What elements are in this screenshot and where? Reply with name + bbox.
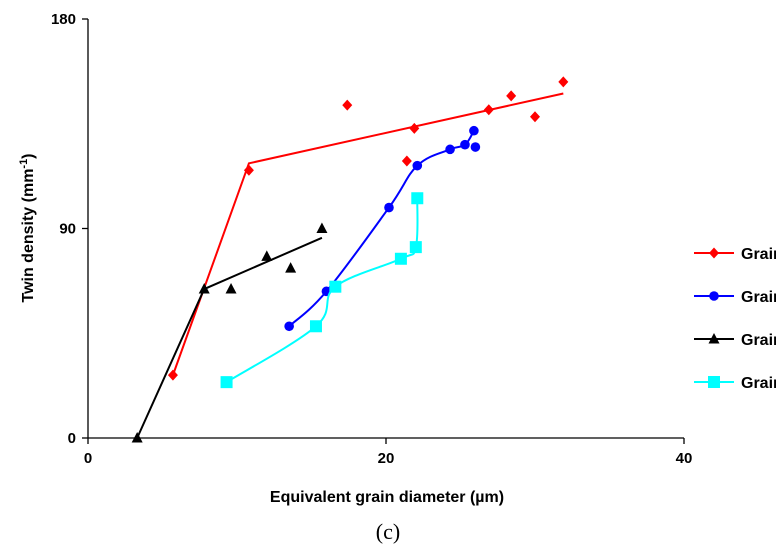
data-point xyxy=(409,241,422,254)
data-point xyxy=(261,250,273,261)
data-point xyxy=(220,376,233,389)
legend-marker xyxy=(708,333,720,344)
y-tick-label: 180 xyxy=(51,11,76,28)
legend-item-3: Grain 3 xyxy=(694,332,776,349)
data-point xyxy=(412,160,423,171)
data-point xyxy=(284,321,294,332)
series-2 xyxy=(284,125,481,332)
legend-item-4: Grain 4 xyxy=(694,375,776,392)
data-point xyxy=(285,262,297,273)
data-point xyxy=(469,125,479,136)
series-layer xyxy=(131,76,569,443)
data-point xyxy=(316,222,328,233)
data-point xyxy=(342,99,353,111)
x-axis-title: Equivalent grain diameter (µm) xyxy=(270,489,504,506)
data-point xyxy=(243,164,254,176)
legend-marker xyxy=(708,376,720,388)
y-axis-title-sup: -1 xyxy=(18,159,30,169)
data-point xyxy=(309,320,322,333)
data-point xyxy=(470,142,481,152)
data-point xyxy=(445,144,455,155)
data-point xyxy=(460,139,470,150)
legend-label: Grain 3 xyxy=(741,332,776,349)
legend-label: Grain 4 xyxy=(741,375,776,392)
data-point xyxy=(329,280,342,293)
data-point xyxy=(384,202,394,213)
x-tick-label: 20 xyxy=(378,450,395,467)
legend-label: Grain 1 xyxy=(741,246,776,263)
data-point xyxy=(411,192,424,205)
data-point xyxy=(558,76,569,88)
figure-caption: (c) xyxy=(376,519,400,544)
data-point xyxy=(198,283,210,294)
data-point xyxy=(131,432,143,443)
data-point xyxy=(225,283,237,294)
legend-marker xyxy=(709,291,719,301)
x-tick-label: 40 xyxy=(676,450,693,467)
series-line xyxy=(288,130,475,328)
series-line xyxy=(171,92,564,376)
legend-marker xyxy=(709,247,719,259)
y-tick-label: 90 xyxy=(59,221,76,238)
series-line xyxy=(136,236,323,439)
data-point xyxy=(409,122,420,134)
data-point xyxy=(483,104,494,116)
data-point xyxy=(394,252,407,265)
legend-label: Grain 2 xyxy=(741,289,776,306)
data-point xyxy=(530,111,540,123)
y-axis-title-close: ) xyxy=(20,153,37,158)
y-axis-title-main: Twin density (mm xyxy=(20,169,37,303)
series-1 xyxy=(167,76,569,381)
data-point xyxy=(506,90,517,102)
series-4 xyxy=(220,192,424,389)
data-point xyxy=(167,369,178,381)
legend-item-2: Grain 2 xyxy=(694,289,776,306)
y-axis-title: Twin density (mm-1) xyxy=(18,153,37,302)
series-3 xyxy=(131,222,328,443)
y-tick-label: 0 xyxy=(68,430,76,447)
axes: 0 90 180 0 20 40 xyxy=(51,11,692,467)
legend: Grain 1 Grain 2 Grain 3 Grain 4 xyxy=(694,246,776,392)
data-point xyxy=(401,155,412,167)
legend-item-1: Grain 1 xyxy=(694,246,776,263)
x-tick-label: 0 xyxy=(84,450,92,467)
